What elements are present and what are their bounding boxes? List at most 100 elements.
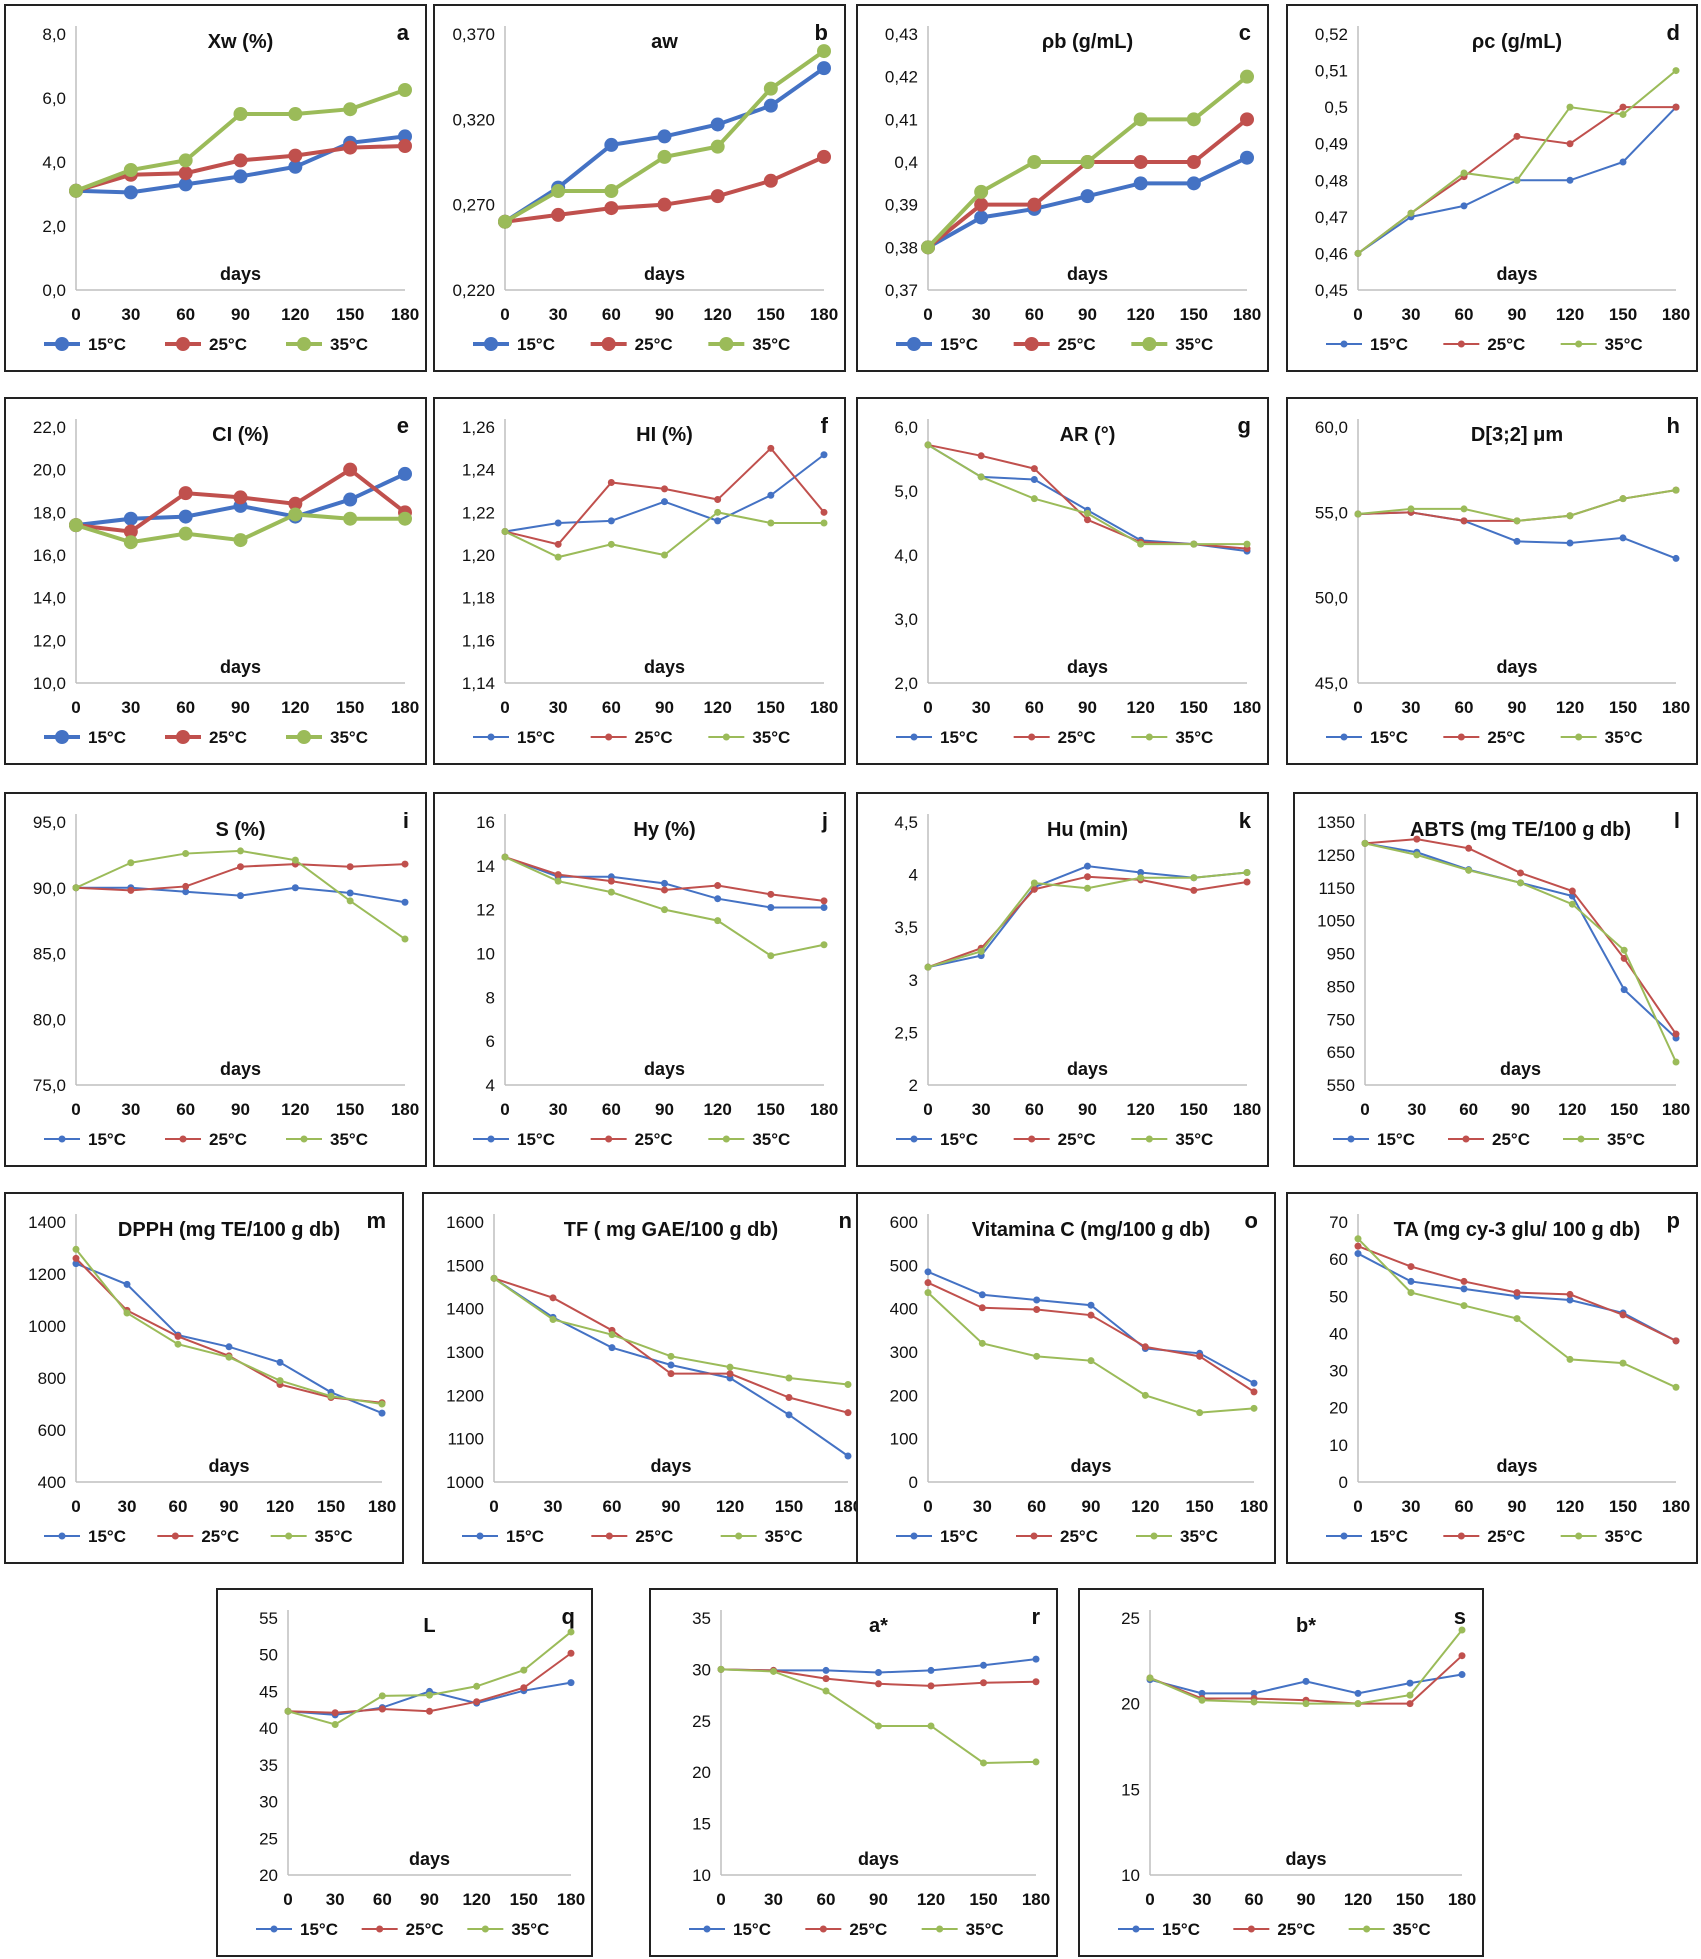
x-tick-label: 120 xyxy=(281,1100,309,1119)
legend-marker-35C xyxy=(285,1532,293,1540)
panel-letter: p xyxy=(1667,1208,1680,1233)
data-point-35C xyxy=(1460,1302,1468,1310)
x-tick-label: 180 xyxy=(1662,1497,1690,1516)
x-tick-label: 120 xyxy=(1126,1100,1154,1119)
data-point-35C xyxy=(178,153,193,168)
data-point-25C xyxy=(1027,197,1042,212)
panel-border xyxy=(1078,1588,1484,1957)
data-point-15C xyxy=(123,185,138,200)
data-point-35C xyxy=(1196,1409,1204,1417)
data-point-35C xyxy=(607,888,615,896)
data-point-15C xyxy=(844,1452,852,1460)
y-tick-label: 0,4 xyxy=(894,153,918,172)
y-tick-label: 16 xyxy=(476,813,495,832)
x-tick-label: 120 xyxy=(462,1890,490,1909)
panel-border xyxy=(649,1588,1058,1957)
data-point-35C xyxy=(1619,495,1627,503)
x-tick-label: 180 xyxy=(1662,1100,1690,1119)
x-axis-label: days xyxy=(409,1849,450,1869)
chart-title: DPPH (mg TE/100 g db) xyxy=(118,1219,340,1241)
legend-marker-25C xyxy=(176,337,190,351)
data-point-35C xyxy=(1190,540,1198,548)
data-point-15C xyxy=(554,519,562,527)
data-point-15C xyxy=(1302,1677,1310,1685)
data-point-35C xyxy=(498,214,512,229)
chart-title: CI (%) xyxy=(212,424,269,446)
data-point-15C xyxy=(1619,158,1627,166)
data-point-35C xyxy=(1240,69,1254,84)
legend-label: 25°C xyxy=(1060,1527,1098,1546)
chart-title: TF ( mg GAE/100 g db) xyxy=(564,1219,778,1241)
x-tick-label: 90 xyxy=(1078,305,1097,324)
x-axis-label: days xyxy=(1500,1059,1541,1079)
data-point-25C xyxy=(331,1709,339,1717)
data-point-35C xyxy=(346,897,354,905)
x-tick-label: 60 xyxy=(176,305,195,324)
chart-title: ρb (g/mL) xyxy=(1042,31,1133,53)
y-tick-label: 20 xyxy=(692,1763,711,1782)
legend-label: 15°C xyxy=(517,335,555,354)
legend-marker-25C xyxy=(601,337,616,351)
data-point-25C xyxy=(714,882,722,890)
x-tick-label: 180 xyxy=(1662,305,1690,324)
y-tick-label: 10,0 xyxy=(33,674,66,693)
data-point-35C xyxy=(1465,866,1473,874)
x-tick-label: 180 xyxy=(1233,698,1261,717)
data-point-25C xyxy=(1084,873,1091,881)
y-tick-label: 0,49 xyxy=(1315,135,1348,154)
y-tick-label: 12,0 xyxy=(33,631,66,650)
y-tick-label: 30 xyxy=(259,1793,278,1812)
y-tick-label: 850 xyxy=(1327,977,1355,996)
data-point-25C xyxy=(288,496,303,511)
data-point-35C xyxy=(1672,1058,1680,1066)
legend-label: 15°C xyxy=(940,1130,978,1149)
x-tick-label: 150 xyxy=(757,698,785,717)
data-point-25C xyxy=(1460,1277,1468,1285)
data-point-35C xyxy=(378,1692,386,1700)
legend-marker-35C xyxy=(300,1135,308,1143)
data-point-25C xyxy=(607,478,615,486)
data-point-35C xyxy=(661,551,668,559)
data-point-35C xyxy=(237,847,244,855)
data-point-35C xyxy=(1672,1383,1680,1391)
data-point-35C xyxy=(123,535,138,550)
data-point-35C xyxy=(1354,1700,1362,1708)
x-tick-label: 60 xyxy=(1027,1497,1046,1516)
y-tick-label: 1,16 xyxy=(462,631,495,650)
data-point-35C xyxy=(1146,1674,1154,1682)
x-axis-label: days xyxy=(1067,657,1108,677)
chart-panel-g: 2,0 3,0 4,0 5,0 6,0 0 30 60 90 120 150 180 days AR (°… xyxy=(856,397,1269,765)
panel-border xyxy=(433,4,846,372)
data-point-15C xyxy=(714,895,722,903)
y-tick-label: 0,37 xyxy=(885,281,918,300)
data-point-15C xyxy=(875,1668,882,1676)
data-point-25C xyxy=(72,1254,80,1262)
legend-marker-15C xyxy=(1340,340,1348,348)
y-tick-label: 1,24 xyxy=(462,461,495,480)
y-tick-label: 25 xyxy=(259,1829,278,1848)
panel-border xyxy=(1293,792,1698,1167)
x-tick-label: 30 xyxy=(1402,305,1421,324)
panel-border xyxy=(433,397,846,765)
y-tick-label: 1,18 xyxy=(462,589,495,608)
legend-label: 25°C xyxy=(1058,1130,1096,1149)
panel-letter: m xyxy=(366,1208,386,1233)
data-point-35C xyxy=(123,163,138,177)
data-point-35C xyxy=(327,1392,335,1400)
data-point-35C xyxy=(1407,1289,1415,1297)
y-tick-label: 300 xyxy=(890,1343,918,1362)
panel-letter: h xyxy=(1667,413,1680,438)
data-point-15C xyxy=(182,888,190,896)
data-point-15C xyxy=(820,903,828,911)
x-tick-label: 120 xyxy=(703,1100,731,1119)
data-point-35C xyxy=(284,1707,292,1715)
data-point-25C xyxy=(844,1409,852,1417)
y-tick-label: 400 xyxy=(890,1300,918,1319)
x-tick-label: 150 xyxy=(1180,698,1208,717)
data-point-15C xyxy=(1354,1689,1362,1697)
chart-panel-k: 2 2,5 3 3,5 4 4,5 0 30 60 90 120 150 180 days Hu (min)… xyxy=(856,792,1269,1167)
x-tick-label: 120 xyxy=(1556,698,1584,717)
legend-label: 35°C xyxy=(315,1527,353,1546)
x-tick-label: 150 xyxy=(336,305,364,324)
chart-title: Vitamina C (mg/100 g db) xyxy=(972,1219,1211,1241)
